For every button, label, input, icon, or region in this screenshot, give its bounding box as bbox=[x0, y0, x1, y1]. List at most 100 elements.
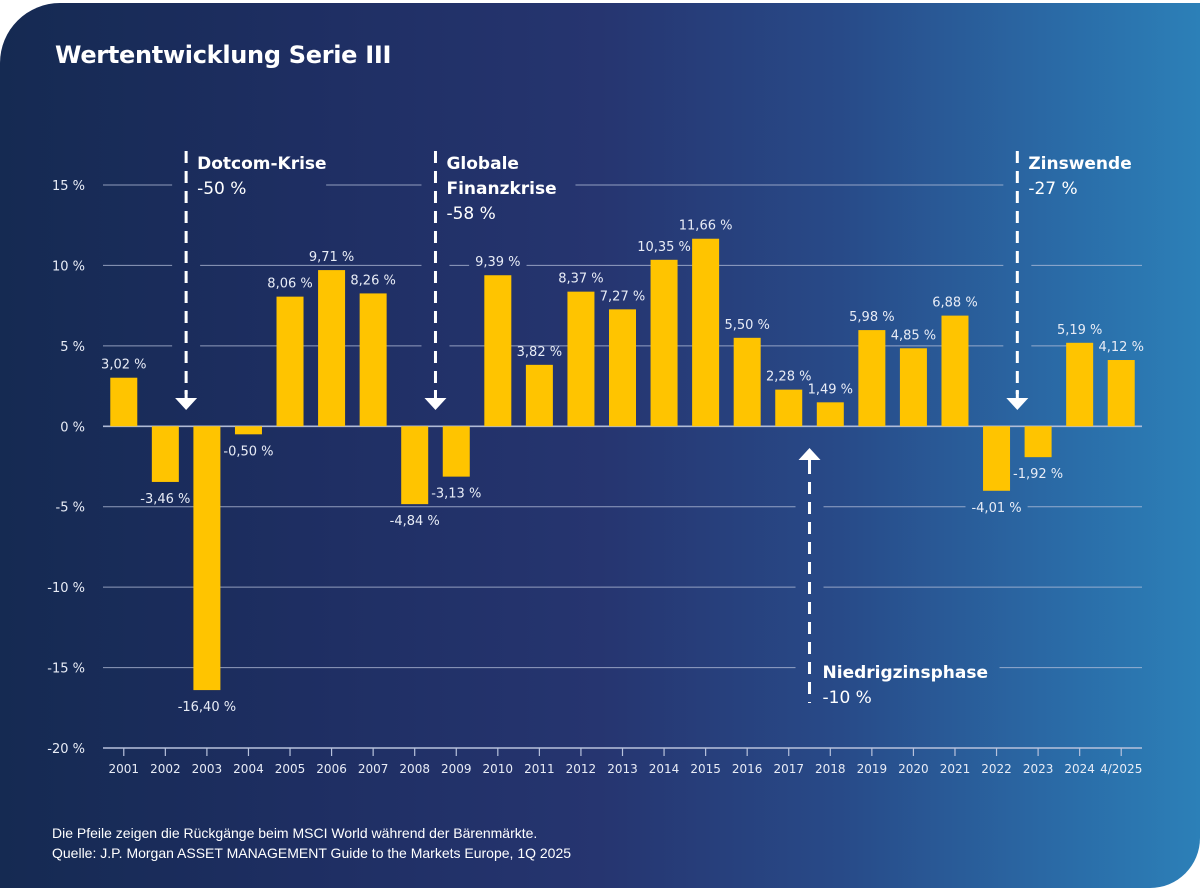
data-label: 9,39 % bbox=[475, 255, 520, 270]
annotations: Dotcom-Krise -50 % Globale Finanzkrise -58 %… bbox=[175, 151, 1132, 708]
bar-2009 bbox=[442, 426, 470, 477]
bar-2006 bbox=[318, 270, 346, 427]
arrow-down-icon bbox=[175, 398, 198, 410]
data-label: 7,27 % bbox=[600, 289, 645, 304]
bar-2021 bbox=[941, 315, 969, 427]
bar-2003 bbox=[193, 426, 221, 691]
bars bbox=[110, 238, 1135, 691]
data-label: -3,46 % bbox=[140, 492, 190, 507]
y-tick-label: -20 % bbox=[47, 742, 85, 757]
x-tick-label: 2005 bbox=[275, 762, 306, 776]
y-tick-label: 0 % bbox=[60, 420, 85, 435]
chart-title: Wertentwicklung Serie III bbox=[55, 41, 392, 69]
x-tick-label: 2016 bbox=[732, 762, 763, 776]
annotation-value: -27 % bbox=[1028, 179, 1077, 199]
arrow-down-icon bbox=[1006, 398, 1029, 410]
data-label: 8,06 % bbox=[267, 277, 312, 292]
x-tick-label: 2023 bbox=[1023, 762, 1054, 776]
footnote: Die Pfeile zeigen die Rückgänge beim MSC… bbox=[52, 823, 571, 863]
bar-2012 bbox=[567, 291, 595, 427]
data-label: 10,35 % bbox=[637, 240, 691, 255]
data-label: 1,49 % bbox=[808, 382, 853, 397]
x-tick-label: 2008 bbox=[399, 762, 430, 776]
x-tick-label: 2017 bbox=[773, 762, 804, 776]
annotation-niedrigzinsphase: Niedrigzinsphase -10 % bbox=[798, 448, 988, 708]
y-tick-label: -5 % bbox=[56, 501, 85, 516]
bar-2011 bbox=[525, 364, 553, 427]
x-tick-label: 2006 bbox=[316, 762, 347, 776]
bar-2001 bbox=[110, 377, 138, 427]
bar-2016 bbox=[733, 337, 761, 427]
x-tick-label: 2015 bbox=[690, 762, 721, 776]
data-label: 6,88 % bbox=[932, 296, 977, 311]
y-tick-label: -10 % bbox=[47, 581, 85, 596]
data-label: -1,92 % bbox=[1013, 467, 1063, 482]
data-label: 8,26 % bbox=[350, 273, 395, 288]
data-labels: 3,02 % -3,46 % -16,40 % -0,50 % 8,06 % 9,71 %… bbox=[101, 219, 1144, 715]
x-tick-label: 2007 bbox=[358, 762, 389, 776]
data-label: -0,50 % bbox=[223, 444, 273, 459]
x-tick-label: 2004 bbox=[233, 762, 264, 776]
data-label: 4,12 % bbox=[1099, 340, 1144, 355]
data-label: 5,50 % bbox=[724, 318, 769, 333]
x-tick-label: 2018 bbox=[815, 762, 846, 776]
footnote-arrows-note: Die Pfeile zeigen die Rückgänge beim MSC… bbox=[52, 825, 538, 841]
y-tick-label: -15 % bbox=[47, 662, 85, 677]
y-tick-label: 5 % bbox=[60, 340, 85, 355]
x-axis: 2001 2002 2003 2004 2005 2006 2007 2008 2009 2010… bbox=[103, 747, 1142, 776]
footnote-source: Quelle: J.P. Morgan ASSET MANAGEMENT Gui… bbox=[52, 845, 572, 861]
x-tick-label: 4/2025 bbox=[1100, 762, 1142, 776]
data-label: -4,84 % bbox=[390, 514, 440, 529]
data-label: 5,98 % bbox=[849, 310, 894, 325]
annotation-title: Niedrigzinsphase bbox=[823, 663, 988, 683]
bar-4-2025 bbox=[1107, 360, 1135, 427]
annotation-zinswende: Zinswende -27 % bbox=[1006, 151, 1132, 410]
bar-2010 bbox=[484, 275, 512, 427]
bar-2008 bbox=[401, 426, 429, 505]
annotation-title: Finanzkrise bbox=[446, 179, 556, 199]
data-label: -3,13 % bbox=[431, 487, 481, 502]
bar-2015 bbox=[692, 238, 720, 427]
bar-2017 bbox=[775, 389, 803, 427]
annotation-globale-finanzkrise: Globale Finanzkrise -58 % bbox=[424, 151, 557, 410]
bar-2024 bbox=[1066, 342, 1094, 427]
bar-2005 bbox=[276, 296, 304, 427]
data-label: 11,66 % bbox=[679, 219, 733, 234]
annotation-title: Zinswende bbox=[1028, 154, 1131, 174]
x-tick-label: 2010 bbox=[483, 762, 514, 776]
x-tick-label: 2002 bbox=[150, 762, 181, 776]
bar-2020 bbox=[899, 348, 927, 427]
bar-2004 bbox=[234, 426, 262, 435]
x-tick-label: 2013 bbox=[607, 762, 638, 776]
data-label: 2,28 % bbox=[766, 370, 811, 385]
data-label: 9,71 % bbox=[309, 250, 354, 265]
bar-2007 bbox=[359, 293, 387, 427]
bar-2019 bbox=[858, 330, 886, 427]
data-label: 4,85 % bbox=[891, 328, 936, 343]
data-label: 5,19 % bbox=[1057, 323, 1102, 338]
bar-2002 bbox=[151, 426, 179, 482]
x-tick-label: 2001 bbox=[109, 762, 140, 776]
x-tick-label: 2012 bbox=[566, 762, 597, 776]
annotation-value: -58 % bbox=[446, 204, 495, 224]
arrow-up-icon bbox=[798, 448, 821, 460]
annotation-dotcom-krise: Dotcom-Krise -50 % bbox=[175, 151, 327, 410]
bar-2023 bbox=[1024, 426, 1052, 458]
x-tick-label: 2019 bbox=[857, 762, 888, 776]
x-tick-label: 2003 bbox=[192, 762, 223, 776]
bar-2013 bbox=[609, 309, 636, 427]
bar-2014 bbox=[650, 259, 678, 427]
bar-2022 bbox=[983, 426, 1011, 491]
annotation-value: -10 % bbox=[823, 688, 872, 708]
annotation-value: -50 % bbox=[197, 179, 246, 199]
data-label: 8,37 % bbox=[558, 272, 603, 287]
y-tick-label: 15 % bbox=[52, 179, 85, 194]
bar-2018 bbox=[816, 402, 844, 427]
data-label: -4,01 % bbox=[971, 501, 1021, 516]
x-tick-label: 2009 bbox=[441, 762, 472, 776]
x-tick-label: 2021 bbox=[940, 762, 971, 776]
annotation-title: Dotcom-Krise bbox=[197, 154, 326, 174]
x-tick-label: 2011 bbox=[524, 762, 555, 776]
x-tick-label: 2020 bbox=[898, 762, 929, 776]
x-tick-label: 2022 bbox=[981, 762, 1012, 776]
